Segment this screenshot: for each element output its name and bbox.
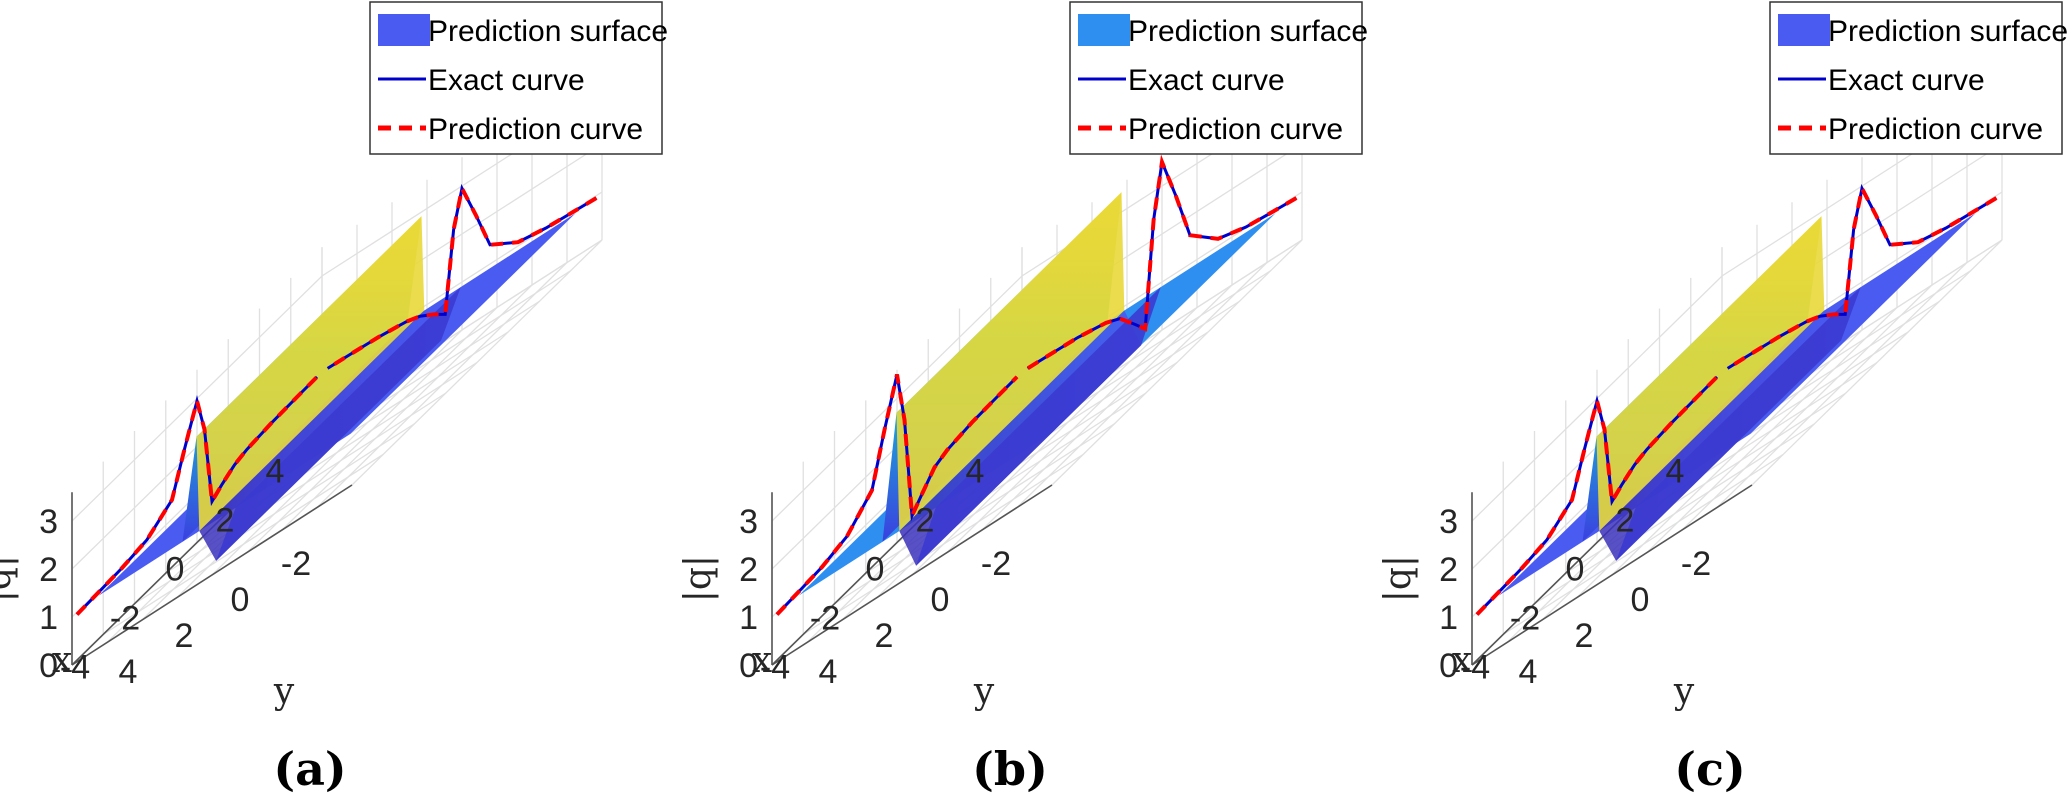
prediction-surface-ridge-back <box>196 216 425 532</box>
y-tick-label: 0 <box>1631 581 1650 619</box>
panel-label: (c) <box>1674 742 1746 796</box>
x-tick-label: -4 <box>60 649 90 687</box>
legend-entry-label: Prediction surface <box>1828 15 2068 48</box>
y-axis-label: y <box>273 671 295 712</box>
z-tick-label: 3 <box>1439 503 1458 541</box>
x-tick-label: 0 <box>866 551 885 589</box>
y-tick-label: -2 <box>981 545 1011 583</box>
prediction-curve-x <box>75 375 319 616</box>
y-tick-label: -2 <box>281 545 311 583</box>
y-tick-label: 4 <box>119 653 138 691</box>
y-axis-label: y <box>973 671 995 712</box>
y-axis-line <box>1471 484 1753 666</box>
legend-entry-label: Prediction curve <box>1828 113 2043 146</box>
x-tick-label: 4 <box>1666 453 1685 491</box>
y-tick-label: 2 <box>1575 617 1594 655</box>
z-axis-label: |q| <box>678 555 719 602</box>
prediction-surface-dip-side <box>916 287 1161 566</box>
z-tick-label: 1 <box>739 599 758 637</box>
prediction-surface-dip-side <box>216 287 461 561</box>
wall-grid-line <box>1471 95 2003 522</box>
z-tick-label: 2 <box>739 551 758 589</box>
x-tick-label: -4 <box>760 649 790 687</box>
prediction-curve-x <box>775 374 1019 616</box>
legend-entry-label: Prediction curve <box>1128 113 1343 146</box>
legend-entry-label: Prediction curve <box>428 113 643 146</box>
y-axis-line <box>71 484 353 666</box>
x-tick-label: 0 <box>166 551 185 589</box>
y-tick-label: 4 <box>1519 653 1538 691</box>
x-axis-label: x <box>1452 640 1472 681</box>
z-axis-label: |q| <box>0 555 19 602</box>
z-tick-label: 3 <box>739 503 758 541</box>
legend-entry-label: Prediction surface <box>1128 15 1368 48</box>
z-tick-label: 0 <box>739 647 758 685</box>
prediction-curve-y <box>326 182 598 371</box>
legend-entry-label: Exact curve <box>1828 64 1985 97</box>
x-axis-label: x <box>752 640 772 681</box>
x-tick-label: -2 <box>110 600 140 638</box>
legend-entry-label: Prediction surface <box>428 15 668 48</box>
z-tick-label: 1 <box>1439 599 1458 637</box>
z-tick-label: 0 <box>1439 647 1458 685</box>
z-tick-label: 3 <box>39 503 58 541</box>
floor-grid-line <box>211 329 463 576</box>
legend-swatch-surface <box>1078 14 1130 46</box>
floor-grid-line <box>1611 329 1863 576</box>
panel-label: (a) <box>273 742 346 796</box>
legend-swatch-surface <box>378 14 430 46</box>
x-tick-label: -2 <box>1510 600 1540 638</box>
wall-grid-line <box>771 95 1303 522</box>
y-tick-label: 2 <box>175 617 194 655</box>
prediction-surface-ridge-back <box>1596 216 1825 532</box>
y-axis-line <box>771 484 1053 666</box>
wall-grid-line <box>71 95 603 522</box>
prediction-curve-x <box>1475 375 1719 616</box>
z-tick-label: 0 <box>39 647 58 685</box>
legend-entry-label: Exact curve <box>428 64 585 97</box>
x-tick-label: 0 <box>1566 551 1585 589</box>
x-tick-label: 4 <box>966 453 985 491</box>
y-tick-label: 0 <box>931 581 950 619</box>
x-tick-label: -2 <box>810 600 840 638</box>
prediction-curve-y <box>1026 154 1298 371</box>
x-tick-label: -4 <box>1460 649 1490 687</box>
z-axis-label: |q| <box>1378 555 1419 602</box>
y-tick-label: -2 <box>1681 545 1711 583</box>
prediction-curve-y <box>1726 182 1998 371</box>
z-tick-label: 2 <box>39 551 58 589</box>
x-axis-label: x <box>52 640 72 681</box>
panel-label: (b) <box>972 742 1048 796</box>
legend-entry-label: Exact curve <box>1128 64 1285 97</box>
z-tick-label: 2 <box>1439 551 1458 589</box>
x-tick-label: 2 <box>916 502 935 540</box>
x-tick-label: 2 <box>216 502 235 540</box>
legend-swatch-surface <box>1778 14 1830 46</box>
z-tick-label: 1 <box>39 599 58 637</box>
x-tick-label: 4 <box>266 453 285 491</box>
y-axis-label: y <box>1673 671 1695 712</box>
y-tick-label: 4 <box>819 653 838 691</box>
y-tick-label: 2 <box>875 617 894 655</box>
y-tick-label: 0 <box>231 581 250 619</box>
prediction-surface-ridge-back <box>896 192 1125 532</box>
x-tick-label: 2 <box>1616 502 1635 540</box>
floor-grid-line <box>911 329 1163 576</box>
prediction-surface-dip-side <box>1616 287 1861 561</box>
